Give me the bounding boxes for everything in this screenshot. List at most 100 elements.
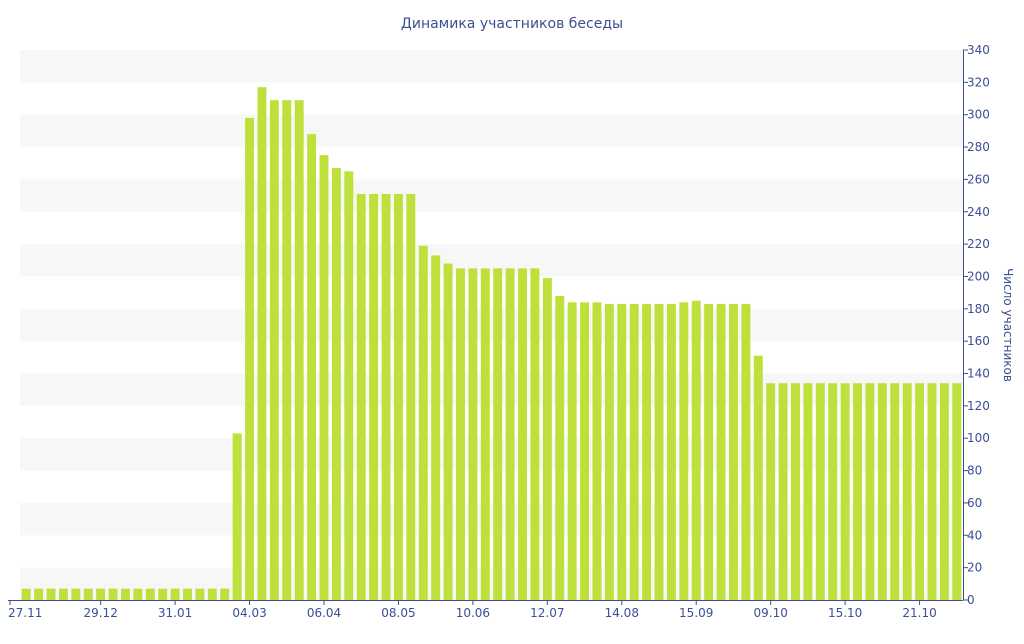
bar	[580, 302, 590, 600]
bar	[195, 588, 205, 600]
bar	[642, 303, 652, 600]
bar	[567, 302, 577, 600]
bar	[83, 588, 93, 600]
bar	[369, 193, 379, 600]
bar	[915, 383, 925, 600]
bar	[927, 383, 937, 600]
bar	[865, 383, 875, 600]
x-tick-label: 31.01	[158, 606, 192, 620]
bar	[145, 588, 155, 600]
bar	[542, 278, 552, 600]
x-tick-label: 27.11	[8, 606, 42, 620]
bar	[815, 383, 825, 600]
bar	[803, 383, 813, 600]
bar	[58, 588, 68, 600]
bar	[456, 268, 465, 600]
bar	[654, 303, 664, 600]
y-tick-label: 40	[967, 528, 982, 542]
y-tick-label: 160	[967, 334, 990, 348]
y-tick-label: 0	[967, 593, 975, 607]
y-tick-label: 120	[967, 399, 990, 413]
bar	[443, 263, 453, 600]
y-axis-label: Число участников	[1001, 268, 1015, 382]
bar	[220, 588, 230, 600]
bar	[344, 171, 354, 600]
y-tick-label: 300	[967, 108, 990, 122]
x-tick-label: 15.09	[679, 606, 713, 620]
bar	[877, 383, 887, 600]
bar	[791, 383, 800, 600]
bar	[604, 303, 614, 600]
bar	[158, 588, 168, 600]
bar	[232, 433, 242, 600]
y-tick-label: 340	[967, 43, 990, 57]
bar	[282, 100, 292, 601]
y-tick-label: 100	[967, 431, 990, 445]
bar	[307, 134, 317, 600]
y-tick-label: 200	[967, 269, 990, 283]
bar	[480, 268, 490, 600]
y-axis: 0 20 40 60 80 100 120 140 160 180 200 220 240 260 280 3…	[963, 43, 990, 607]
bar	[121, 588, 130, 600]
x-tick-label: 29.12	[83, 606, 117, 620]
x-tick-label: 10.06	[456, 606, 490, 620]
grid-band	[20, 244, 963, 277]
bar	[71, 588, 81, 600]
bar	[331, 168, 341, 600]
x-tick-label: 21.10	[902, 606, 936, 620]
bar	[257, 87, 267, 600]
grid-band	[20, 114, 963, 148]
bar	[691, 300, 701, 600]
y-tick-label: 240	[967, 205, 990, 219]
bar	[170, 588, 180, 600]
bar	[505, 268, 515, 600]
y-tick-label: 140	[967, 367, 990, 381]
bar	[319, 155, 329, 600]
y-tick-label: 60	[967, 496, 982, 510]
x-axis: 27.11 29.12 31.01 04.03 06.04 08.05 10.06 12.07…	[8, 600, 963, 620]
bar	[902, 383, 912, 600]
bar	[21, 588, 31, 600]
y-tick-label: 80	[967, 464, 982, 478]
bar	[890, 383, 900, 600]
bar	[108, 588, 118, 600]
bar	[418, 245, 428, 601]
bar	[518, 268, 527, 600]
bar	[716, 303, 726, 600]
x-tick-label: 14.08	[605, 606, 639, 620]
y-tick-label: 180	[967, 302, 990, 316]
bar	[245, 117, 255, 600]
bar	[853, 383, 862, 600]
bar	[183, 588, 192, 600]
bar	[381, 193, 391, 600]
bar	[431, 255, 441, 600]
bar	[46, 588, 56, 600]
bar	[766, 383, 776, 600]
bar	[406, 193, 416, 600]
bar	[393, 193, 403, 600]
bar	[828, 383, 838, 600]
grid-band	[20, 50, 963, 83]
bar	[356, 193, 366, 600]
bar	[493, 268, 503, 600]
bar	[741, 303, 751, 600]
bar	[133, 588, 143, 600]
x-tick-label: 08.05	[381, 606, 415, 620]
bar	[704, 303, 714, 600]
bar	[207, 588, 217, 600]
bar	[939, 383, 949, 600]
x-tick-label: 12.07	[530, 606, 564, 620]
bar	[629, 303, 639, 600]
grid-band	[20, 308, 963, 342]
bar	[753, 355, 763, 600]
bar	[679, 302, 689, 600]
bar	[96, 588, 106, 600]
y-tick-label: 20	[967, 561, 982, 575]
bar	[555, 295, 565, 600]
chart-title: Динамика участников беседы	[401, 16, 623, 32]
x-tick-label: 06.04	[307, 606, 341, 620]
bar	[778, 383, 788, 600]
bars	[21, 87, 962, 601]
